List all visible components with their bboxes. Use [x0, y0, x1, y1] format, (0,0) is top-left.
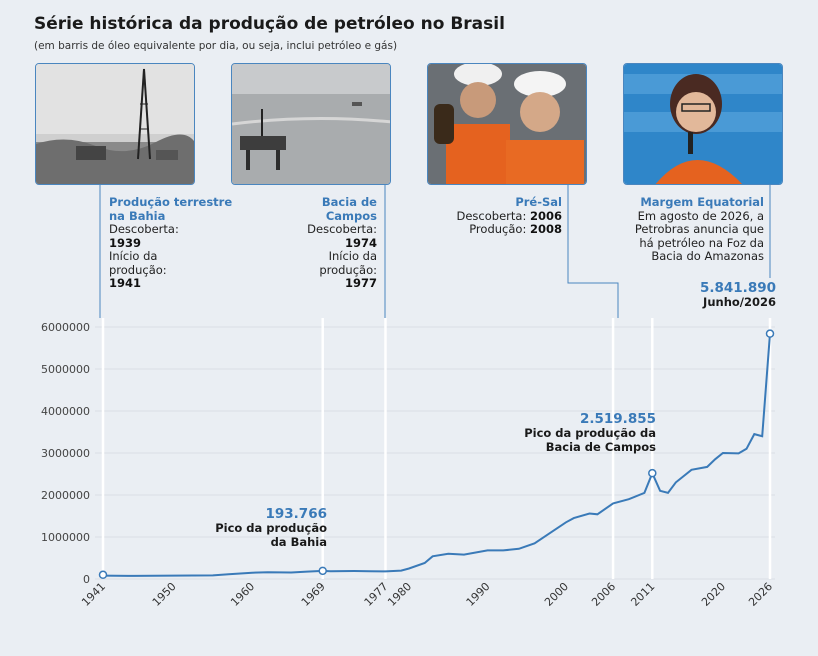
x-tick-label: 2011	[628, 580, 657, 609]
callout-bahia-value: 193.766	[265, 506, 328, 522]
callout-campos-desc: Pico da produção da Bacia de Campos	[524, 426, 656, 454]
callout-campos: 2.519.855 Pico da produção da Bacia de C…	[510, 412, 656, 454]
x-tick-label: 2026	[746, 580, 775, 609]
callout-bahia: 193.766 Pico da produção da Bahia	[200, 507, 327, 549]
x-tick-label: 1980	[385, 580, 414, 609]
callout-last-value: 5.841.890	[699, 280, 776, 296]
callout-bahia-desc: Pico da produção da Bahia	[215, 521, 327, 549]
annotation-bahia-label2: Início da produção:	[109, 249, 167, 277]
annotation-presal-value1: 2006	[529, 208, 562, 223]
annotation-campos-label2: Início da produção:	[319, 249, 377, 277]
callout-last-desc: Junho/2026	[703, 295, 776, 309]
series-line	[102, 333, 771, 577]
annotation-margem: Margem Equatorial Em agosto de 2026, a P…	[630, 195, 764, 264]
x-tick-label: 1960	[228, 580, 257, 609]
connector-presal	[567, 185, 619, 318]
highlight-point	[318, 566, 327, 576]
oil-rig-bahia-photo	[35, 63, 195, 185]
annotation-presal-label1: Descoberta:	[456, 208, 527, 223]
offshore-platform-photo	[231, 63, 391, 185]
x-tick-label: 1950	[150, 580, 179, 609]
callout-last: 5.841.890 Junho/2026	[680, 281, 776, 309]
annotation-campos: Bacia de Campos Descoberta: 1974 Início …	[287, 195, 377, 291]
annotation-presal: Pré-Sal Descoberta: 2006 Produção: 2008	[440, 195, 563, 237]
x-tick-label: 2006	[589, 580, 618, 609]
x-tick-label: 2000	[542, 580, 571, 609]
callout-campos-value: 2.519.855	[579, 411, 656, 427]
highlight-point	[648, 468, 657, 478]
annotation-presal-value2: 2008	[529, 222, 562, 236]
y-tick-label: 4000000	[41, 405, 90, 418]
annotation-bahia-value2: 1941	[109, 276, 142, 290]
y-tick-label: 3000000	[41, 447, 90, 460]
y-tick-label: 0	[83, 573, 90, 586]
annotation-campos-value2: 1977	[344, 276, 377, 290]
highlight-point	[765, 329, 775, 338]
chart-title: Série histórica da produção de petróleo …	[34, 14, 505, 34]
annotation-presal-heading: Pré-Sal	[515, 195, 562, 209]
petrobras-president-photo	[623, 63, 783, 185]
y-tick-label: 1000000	[41, 531, 90, 544]
annotation-presal-label2: Produção:	[469, 222, 527, 236]
annotation-bahia: Produção terrestre na Bahia Descoberta: …	[109, 195, 234, 291]
annotation-bahia-label1: Descoberta:	[109, 222, 179, 236]
annotation-margem-heading: Margem Equatorial	[640, 195, 764, 209]
highlight-point	[98, 570, 108, 580]
annotation-campos-value1: 1974	[344, 235, 377, 250]
y-tick-label: 6000000	[41, 321, 90, 334]
annotation-bahia-value1: 1939	[109, 235, 142, 250]
annotation-campos-label1: Descoberta:	[307, 222, 377, 236]
annotation-bahia-heading: Produção terrestre na Bahia	[109, 195, 233, 223]
presal-workers-photo	[427, 63, 587, 185]
annotation-campos-heading: Bacia de Campos	[321, 195, 377, 223]
x-tick-label: 1969	[299, 580, 328, 609]
annotation-margem-text: Em agosto de 2026, a Petrobras anuncia q…	[634, 208, 764, 263]
x-tick-label: 2020	[699, 580, 728, 609]
chart-subtitle: (em barris de óleo equivalente por dia, …	[34, 40, 398, 52]
y-tick-label: 2000000	[41, 489, 90, 502]
x-tick-label: 1977	[362, 580, 391, 609]
x-tick-label: 1990	[464, 580, 493, 609]
y-tick-label: 5000000	[41, 363, 90, 376]
